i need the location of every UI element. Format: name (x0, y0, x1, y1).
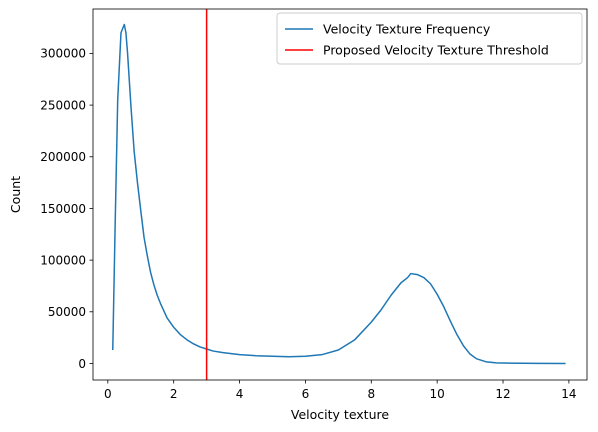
y-tick-label: 0 (78, 357, 86, 371)
y-tick-label: 50000 (48, 305, 86, 319)
y-tick-label: 100000 (40, 253, 86, 267)
x-tick-label: 6 (302, 387, 310, 401)
x-tick-label: 8 (367, 387, 375, 401)
x-tick-label: 4 (236, 387, 244, 401)
plot-area (112, 9, 566, 380)
x-tick-label: 12 (495, 387, 510, 401)
y-tick-label: 300000 (40, 47, 86, 61)
x-tick-label: 2 (170, 387, 178, 401)
axes: 0 2 4 6 8 10 12 14 0 50000 100000 150000 200000 25000… (8, 8, 588, 422)
legend-box (276, 12, 583, 65)
y-tick-label: 200000 (40, 150, 86, 164)
series-line-frequency (112, 23, 566, 365)
y-axis-label: Count (8, 176, 23, 213)
y-tick-label: 150000 (40, 202, 86, 216)
y-tick-label: 250000 (40, 98, 86, 112)
legend-label: Proposed Velocity Texture Threshold (323, 43, 549, 58)
x-axis-label: Velocity texture (291, 407, 389, 422)
legend: Velocity Texture Frequency Proposed Veloc… (276, 12, 583, 65)
x-tick-label: 14 (561, 387, 576, 401)
axes-frame (92, 8, 588, 381)
x-tick-label: 10 (430, 387, 445, 401)
legend-label: Velocity Texture Frequency (323, 22, 491, 37)
x-tick-label: 0 (104, 387, 112, 401)
